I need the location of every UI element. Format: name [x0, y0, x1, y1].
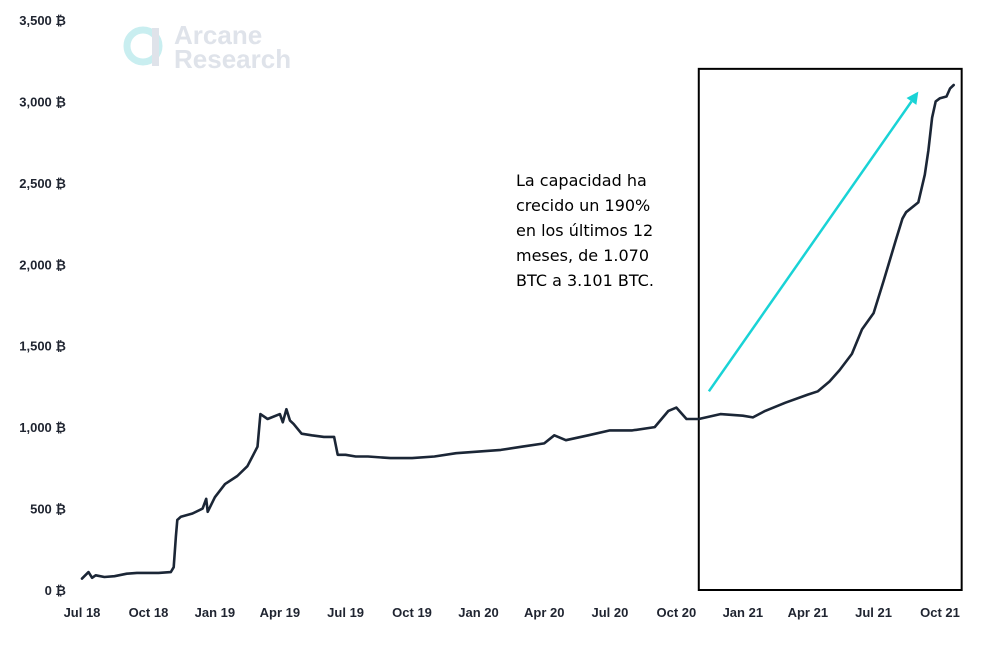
x-tick-label: Apr 21 [788, 605, 828, 620]
arrow-head [906, 91, 919, 105]
x-tick-label: Apr 20 [524, 605, 564, 620]
x-tick-label: Jul 21 [855, 605, 892, 620]
x-tick-label: Jan 20 [458, 605, 498, 620]
y-tick-label: 3,000 ₿ [19, 94, 66, 109]
annotation-line-2: crecido un 190% [516, 196, 650, 215]
x-tick-label: Oct 19 [392, 605, 432, 620]
arrow-shaft [707, 100, 913, 393]
x-tick-label: Oct 20 [657, 605, 697, 620]
x-tick-label: Jul 19 [327, 605, 364, 620]
watermark-line-1: Arcane [174, 20, 262, 50]
series-line [80, 83, 955, 580]
y-tick-label: 2,000 ₿ [19, 257, 66, 272]
x-tick-label: Jan 19 [195, 605, 235, 620]
annotation-line-4: meses, de 1.070 [516, 246, 649, 265]
arcane-research-watermark: Arcane Research [123, 20, 291, 74]
annotation-line-5: BTC a 3.101 BTC. [516, 271, 654, 290]
annotation-line-1: La capacidad ha [516, 171, 647, 190]
y-tick-label: 3,500 ₿ [19, 13, 66, 28]
x-axis: Jul 18 Oct 18 Jan 19 Apr 19 Jul 19 Oct 19 Jan … [64, 605, 960, 620]
x-tick-label: Oct 18 [129, 605, 169, 620]
x-tick-label: Jul 18 [64, 605, 101, 620]
y-axis: 0 ₿ 500 ₿ 1,000 ₿ 1,500 ₿ 2,000 ₿ 2,500 ₿ 3,00… [19, 13, 66, 598]
y-tick-label: 0 ₿ [45, 583, 66, 598]
y-tick-label: 1,000 ₿ [19, 420, 66, 435]
arcane-logo-icon [123, 26, 163, 66]
x-tick-label: Apr 19 [260, 605, 300, 620]
annotation-line-3: en los últimos 12 [516, 221, 653, 240]
x-tick-label: Jan 21 [723, 605, 763, 620]
watermark-line-2: Research [174, 44, 291, 74]
highlight-box [697, 67, 963, 592]
annotation-text: La capacidad ha crecido un 190% en los ú… [516, 171, 654, 290]
series-layer [80, 83, 955, 580]
x-tick-label: Oct 21 [920, 605, 960, 620]
y-tick-label: 2,500 ₿ [19, 176, 66, 191]
x-tick-label: Jul 20 [592, 605, 629, 620]
y-tick-label: 1,500 ₿ [19, 339, 66, 354]
trend-arrow [707, 91, 919, 393]
y-tick-label: 500 ₿ [30, 502, 66, 517]
